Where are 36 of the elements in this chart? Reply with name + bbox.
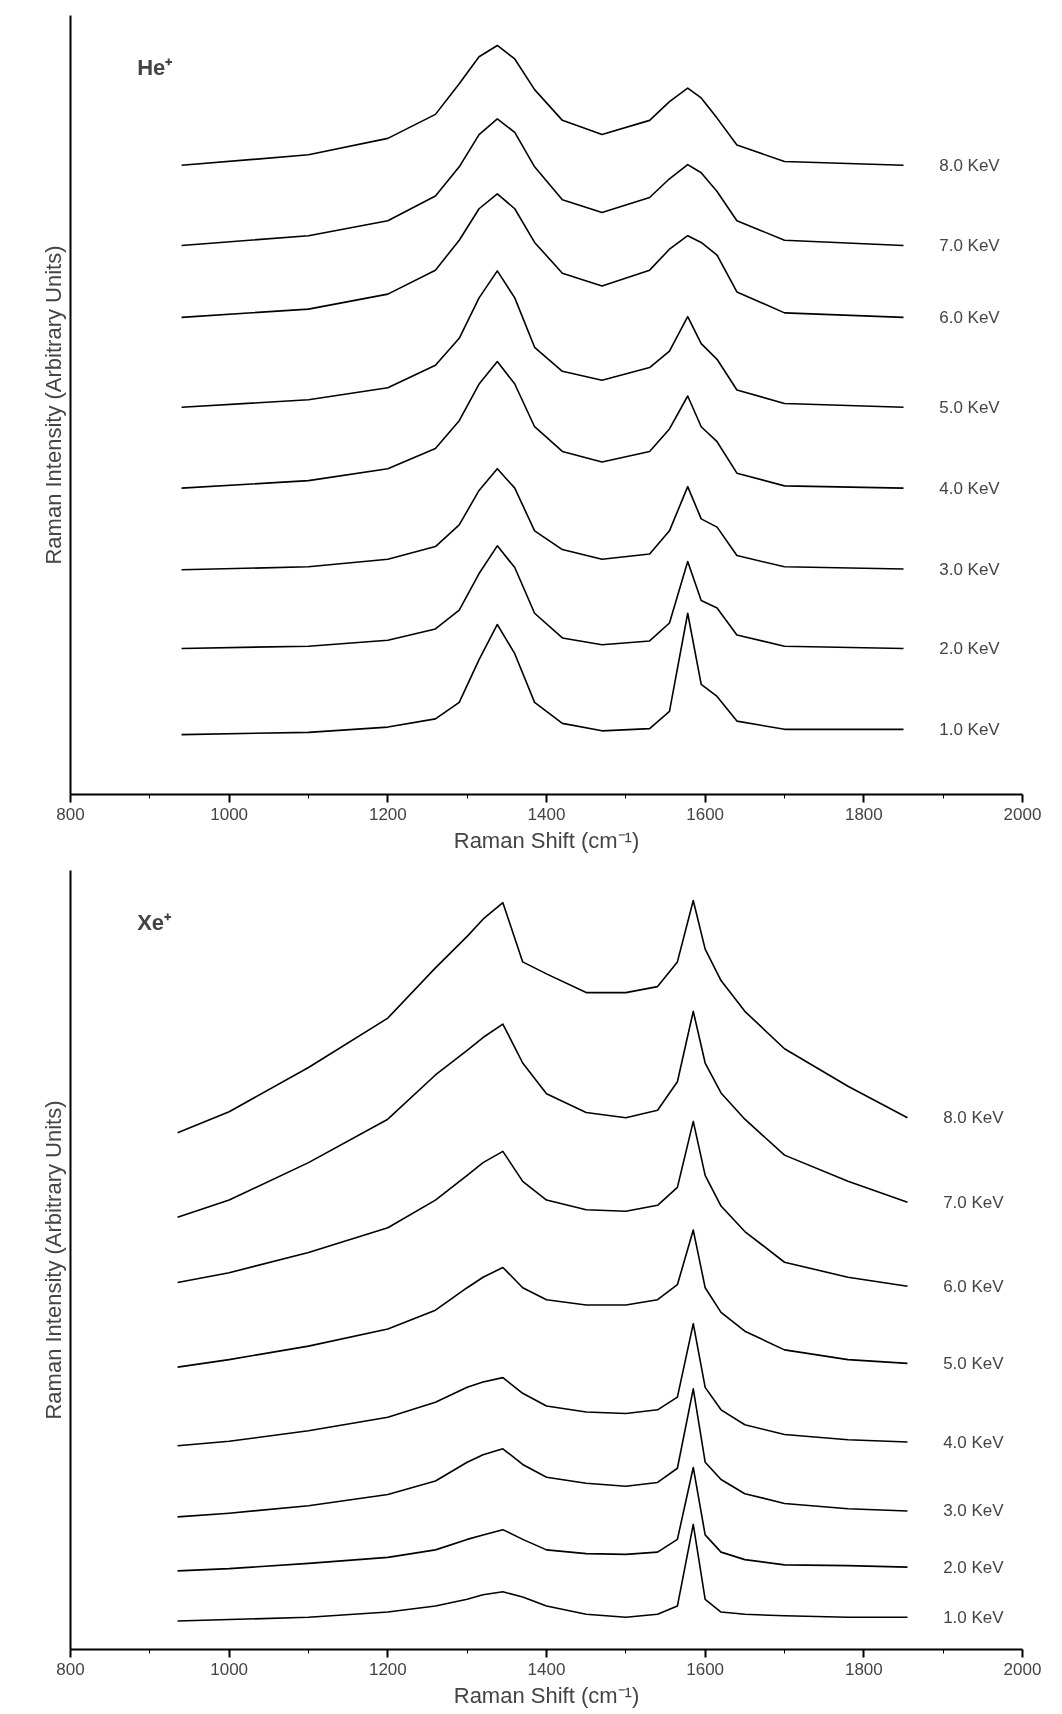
x-tick-label: 1400 <box>527 804 566 824</box>
text: 7.0 KeV <box>939 235 1001 255</box>
y-axis-title: Raman Intensity (Arbitrary Units) <box>40 1100 66 1420</box>
x-tick-label: 1800 <box>844 804 883 824</box>
text: 3.0 KeV <box>943 1501 1005 1521</box>
text: 6.0 KeV <box>943 1276 1005 1296</box>
x-axis-title: Raman Shift (cm⁻¹) <box>453 827 640 853</box>
text: 3.0 KeV <box>939 559 1001 579</box>
x-tick-label: 1600 <box>686 804 725 824</box>
text: 4.0 KeV <box>939 478 1001 498</box>
text: 2.0 KeV <box>939 638 1001 658</box>
x-tick-label: 1800 <box>844 1659 883 1679</box>
annotation: He⁺ <box>137 55 174 81</box>
x-tick-label: 1200 <box>368 804 407 824</box>
text: 4.0 KeV <box>943 1432 1005 1452</box>
text: 5.0 KeV <box>939 397 1001 417</box>
text: 2.0 KeV <box>943 1557 1005 1577</box>
text: 5.0 KeV <box>943 1353 1005 1373</box>
text: 1.0 KeV <box>943 1607 1005 1627</box>
x-tick-label: 1000 <box>210 804 249 824</box>
x-tick-label: 800 <box>56 1659 85 1679</box>
x-tick-label: 1000 <box>210 1659 249 1679</box>
text: 8.0 KeV <box>943 1108 1005 1128</box>
text: 8.0 KeV <box>939 155 1001 175</box>
x-tick-label: 1200 <box>368 1659 407 1679</box>
text: 1.0 KeV <box>939 719 1001 739</box>
x-tick-label: 2000 <box>1003 1659 1042 1679</box>
x-tick-label: 2000 <box>1003 804 1042 824</box>
text: 6.0 KeV <box>939 307 1001 327</box>
text: 7.0 KeV <box>943 1192 1005 1212</box>
x-tick-label: 800 <box>56 804 85 824</box>
x-tick-label: 1600 <box>686 1659 725 1679</box>
x-tick-label: 1400 <box>527 1659 566 1679</box>
annotation: Xe⁺ <box>137 910 173 936</box>
y-axis-title: Raman Intensity (Arbitrary Units) <box>40 245 66 565</box>
x-axis-title: Raman Shift (cm⁻¹) <box>453 1682 640 1708</box>
